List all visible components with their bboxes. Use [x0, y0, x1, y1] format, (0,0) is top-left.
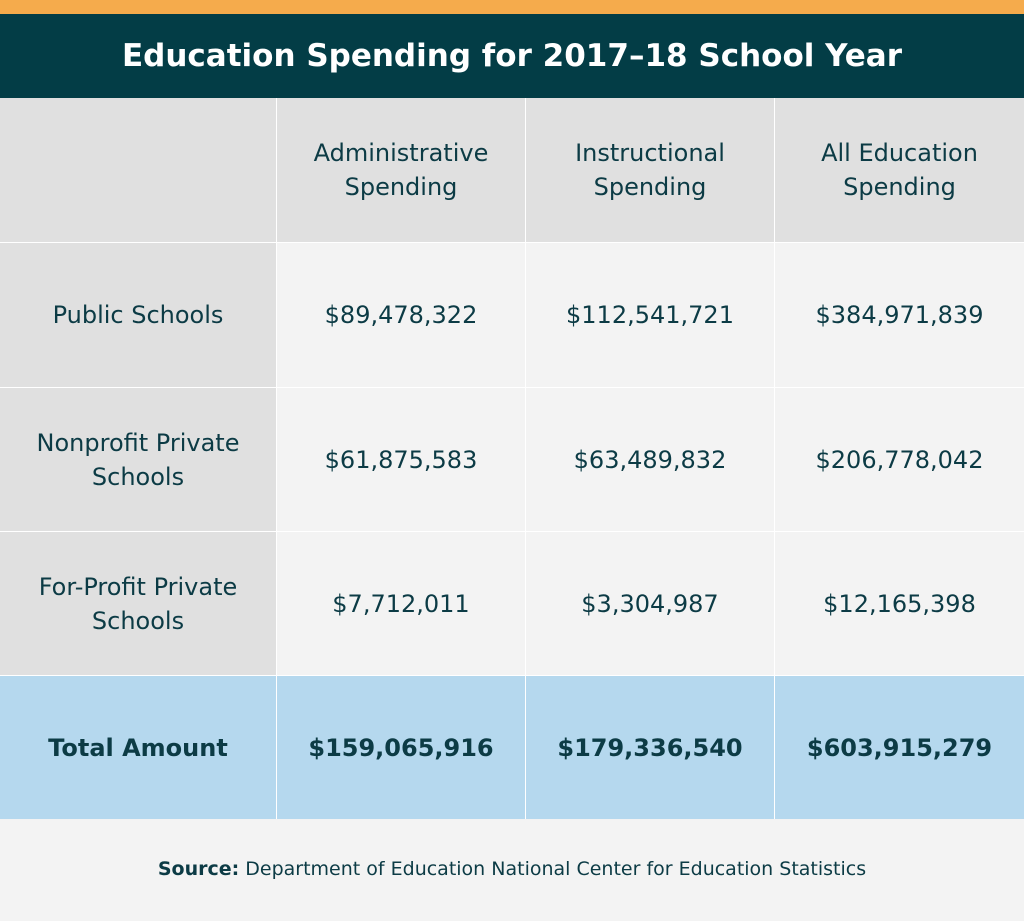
value-cell: $3,304,987 — [526, 532, 774, 675]
column-header: Instructional Spending — [575, 139, 725, 201]
value-cell: $206,778,042 — [775, 388, 1024, 531]
value-cell: $7,712,011 — [277, 532, 525, 675]
value-cell: $89,478,322 — [277, 243, 525, 387]
value-cell: $61,875,583 — [277, 388, 525, 531]
value-cell: $112,541,721 — [526, 243, 774, 387]
accent-stripe — [0, 0, 1024, 14]
value: $112,541,721 — [566, 301, 734, 329]
total-label: Total Amount — [48, 733, 228, 762]
value: $12,165,398 — [823, 589, 976, 618]
value: $384,971,839 — [815, 301, 984, 329]
value-cell: $384,971,839 — [775, 243, 1024, 387]
value: $63,489,832 — [573, 445, 727, 474]
total-value: $179,336,540 — [557, 733, 743, 762]
value-cell: $63,489,832 — [526, 388, 774, 531]
total-value-cell: $603,915,279 — [775, 676, 1024, 819]
row-label: For-Profit Private Schools — [38, 572, 238, 635]
value: $61,875,583 — [324, 445, 478, 474]
title: Education Spending for 2017–18 School Ye… — [0, 14, 1024, 98]
total-value-cell: $159,065,916 — [277, 676, 525, 819]
column-header-cell: All Education Spending — [775, 98, 1024, 242]
source: Source: Department of Education National… — [0, 819, 1024, 919]
source-label: Source: — [157, 858, 240, 880]
row-label-cell: Nonprofit Private Schools — [0, 388, 276, 531]
source-text: Department of Education National Center … — [245, 858, 867, 880]
row-label-cell: For-Profit Private Schools — [0, 532, 276, 675]
total-value: $603,915,279 — [806, 733, 993, 762]
row-label: Public Schools — [52, 301, 224, 329]
total-label-cell: Total Amount — [0, 676, 276, 819]
value: $206,778,042 — [815, 445, 984, 474]
column-header: All Education Spending — [821, 139, 978, 201]
value: $89,478,322 — [324, 301, 478, 329]
value: $7,712,011 — [332, 589, 470, 618]
column-header-cell: Administrative Spending — [277, 98, 525, 242]
corner-cell — [0, 98, 276, 242]
row-label-cell: Public Schools — [0, 243, 276, 387]
value: $3,304,987 — [581, 589, 719, 618]
total-value-cell: $179,336,540 — [526, 676, 774, 819]
value-cell: $12,165,398 — [775, 532, 1024, 675]
column-header: Administrative Spending — [313, 139, 489, 201]
column-header-cell: Instructional Spending — [526, 98, 774, 242]
row-label: Nonprofit Private Schools — [36, 428, 240, 491]
total-value: $159,065,916 — [308, 733, 494, 762]
table: Administrative Spending Instructional Spe… — [0, 98, 1024, 819]
